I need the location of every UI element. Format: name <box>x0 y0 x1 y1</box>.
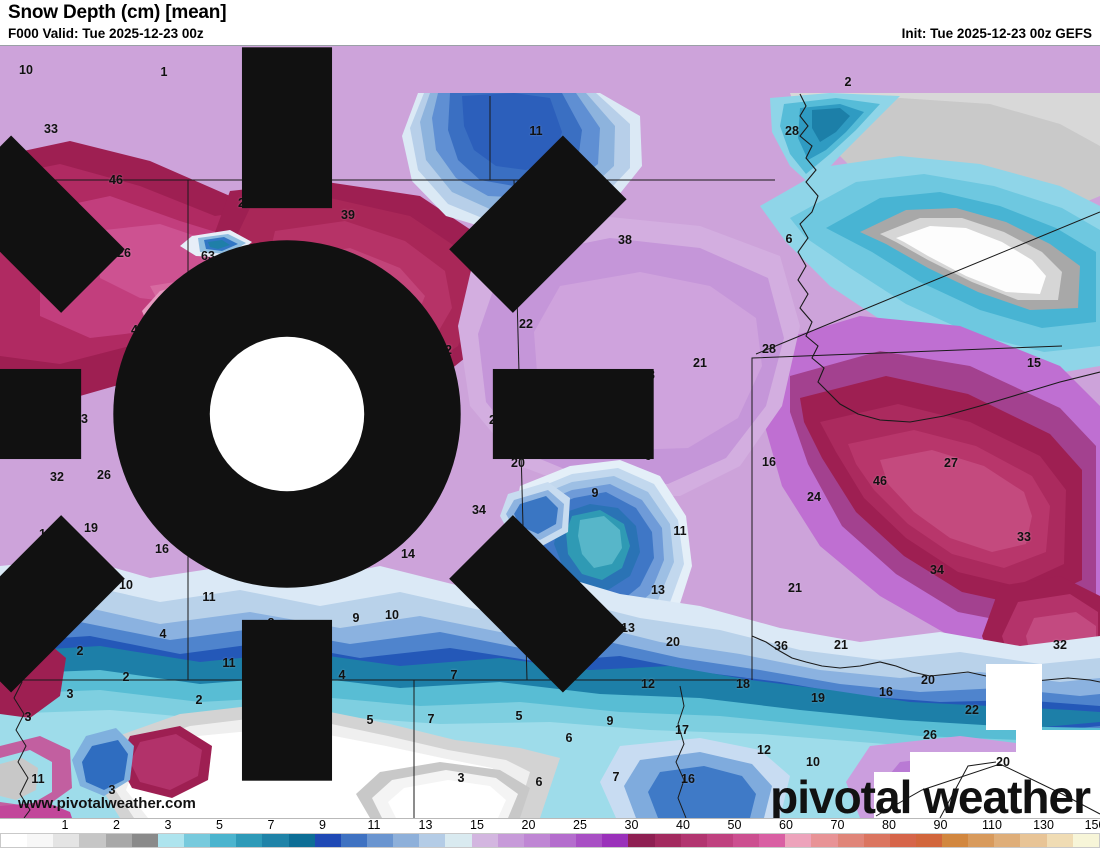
colorbar-tick: 70 <box>830 818 845 832</box>
colorbar-swatch[interactable] <box>210 834 237 847</box>
valid-time-label: F000 Valid: Tue 2025-12-23 00z <box>8 26 204 41</box>
header-divider <box>0 45 1100 46</box>
colorbar-swatch[interactable] <box>732 834 760 847</box>
map-header: Snow Depth (cm) [mean] F000 Valid: Tue 2… <box>0 0 1100 46</box>
colorbar-tick: 11 <box>367 818 381 832</box>
colorbar-swatch[interactable] <box>863 834 890 847</box>
page-title: Snow Depth (cm) [mean] <box>8 2 227 23</box>
colorbar-swatch[interactable] <box>471 834 498 847</box>
colorbar-tick: 25 <box>573 818 587 832</box>
colorbar-swatch[interactable] <box>131 834 158 847</box>
init-time-label: Init: Tue 2025-12-23 00z GEFS <box>901 26 1092 41</box>
colorbar-swatch[interactable] <box>1072 834 1099 847</box>
colorbar-swatch[interactable] <box>105 834 132 847</box>
colorbar-tick: 110 <box>982 818 1002 832</box>
colorbar-swatch[interactable] <box>366 834 394 847</box>
colorbar-swatch[interactable] <box>654 834 681 847</box>
colorbar-swatch[interactable] <box>288 834 315 847</box>
colorbar-swatch[interactable] <box>393 834 420 847</box>
colorbar-swatch[interactable] <box>1 834 28 847</box>
colorbar-tick: 40 <box>676 818 690 832</box>
colorbar-swatch[interactable] <box>680 834 707 847</box>
colorbar-swatch[interactable] <box>576 834 603 847</box>
colorbar-swatch[interactable] <box>1020 834 1047 847</box>
colorbar-tick: 60 <box>779 818 793 832</box>
colorbar-swatch[interactable] <box>340 834 367 847</box>
colorbar-tick: 7 <box>267 818 275 832</box>
colorbar-swatches[interactable] <box>0 833 1100 848</box>
colorbar-swatch[interactable] <box>314 834 341 847</box>
colorbar-tick: 9 <box>319 818 326 832</box>
colorbar-tick: 90 <box>933 818 948 832</box>
colorbar-tick: 15 <box>470 818 484 832</box>
colorbar-swatch[interactable] <box>27 834 54 847</box>
colorbar-swatch[interactable] <box>759 834 786 847</box>
watermark-url: www.pivotalweather.com <box>18 795 196 812</box>
colorbar-swatch[interactable] <box>523 834 550 847</box>
colorbar-swatch[interactable] <box>549 834 577 847</box>
colorbar-swatch[interactable] <box>419 834 446 847</box>
colorbar-swatch[interactable] <box>183 834 211 847</box>
colorbar-swatch[interactable] <box>837 834 864 847</box>
colorbar-swatch[interactable] <box>1046 834 1073 847</box>
colorbar-tick: 3 <box>164 818 172 832</box>
colorbar-tick: 1 <box>61 818 69 832</box>
colorbar-swatch[interactable] <box>811 834 838 847</box>
colorbar-swatch[interactable] <box>262 834 289 847</box>
colorbar-swatch[interactable] <box>53 834 80 847</box>
colorbar-tick-labels: 1 2 3 5 7 9 11 13 15 20 25 30 40 50 60 70 80 90 110 130 150 <box>0 818 1100 833</box>
colorbar-swatch[interactable] <box>497 834 524 847</box>
colorbar-swatch[interactable] <box>236 834 263 847</box>
colorbar-swatch[interactable] <box>785 834 812 847</box>
colorbar-divider <box>0 818 1100 819</box>
colorbar-tick: 80 <box>882 818 896 832</box>
watermark-brand: pivotal weather <box>770 771 1091 818</box>
gear-icon <box>0 47 654 781</box>
colorbar-swatch[interactable] <box>889 834 916 847</box>
colorbar[interactable]: 1 2 3 5 7 9 11 13 15 20 25 30 40 50 60 70 80 90 110 130 150 <box>0 818 1100 850</box>
colorbar-tick: 130 <box>1033 818 1054 832</box>
colorbar-swatch[interactable] <box>602 834 629 847</box>
colorbar-swatch[interactable] <box>157 834 184 847</box>
contour-map[interactable]: 1013346233911228382663643412228211213151… <box>0 46 1100 818</box>
colorbar-swatch[interactable] <box>994 834 1021 847</box>
colorbar-tick: 20 <box>521 818 536 832</box>
colorbar-swatch[interactable] <box>968 834 995 847</box>
colorbar-swatch[interactable] <box>915 834 943 847</box>
colorbar-tick: 30 <box>624 818 639 832</box>
colorbar-swatch[interactable] <box>628 834 655 847</box>
colorbar-swatch[interactable] <box>445 834 472 847</box>
colorbar-swatch[interactable] <box>706 834 733 847</box>
colorbar-tick: 13 <box>418 818 433 832</box>
colorbar-tick: 5 <box>216 818 223 832</box>
colorbar-tick: 150 <box>1084 818 1100 832</box>
colorbar-tick: 2 <box>113 818 120 832</box>
colorbar-swatch[interactable] <box>942 834 969 847</box>
colorbar-swatch[interactable] <box>79 834 106 847</box>
colorbar-tick: 50 <box>727 818 742 832</box>
